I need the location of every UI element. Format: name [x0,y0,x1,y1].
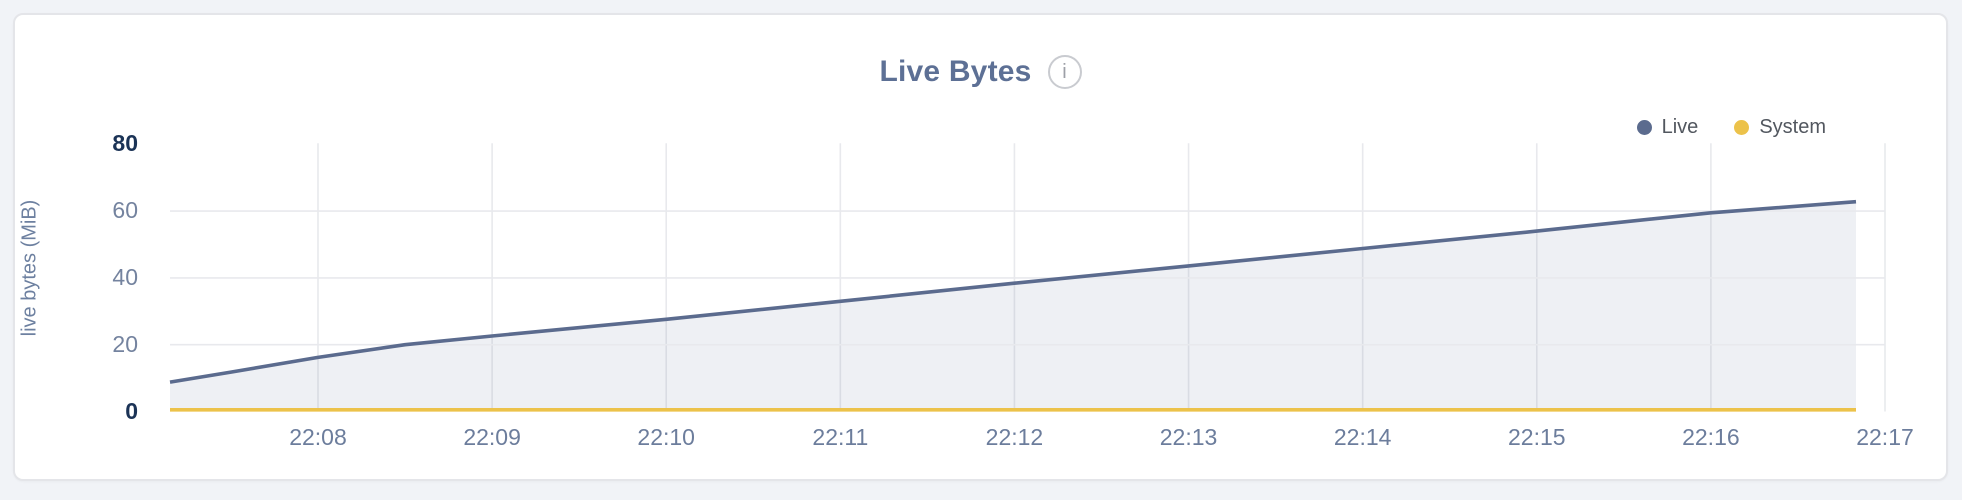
x-tick-label: 22:12 [985,424,1044,450]
series-line-live [169,199,1857,384]
legend-item-system[interactable]: System [1734,116,1826,139]
y-tick-label: 80 [112,130,138,157]
y-tick-label: 40 [112,263,138,290]
y-tick-label: 20 [112,330,138,357]
y-tick-label: 0 [125,397,138,424]
legend-dot-live [1636,120,1652,135]
legend-label: Live [1661,116,1699,138]
x-tick-label: 22:08 [289,424,347,450]
series-area-live [170,201,1856,412]
y-tick-label: 60 [112,197,138,224]
x-tick-label: 22:11 [812,424,869,450]
x-tick-label: 22:09 [463,424,521,450]
x-tick-label: 22:10 [637,424,695,450]
x-tick-label: 22:16 [1682,424,1740,450]
x-tick-label: 22:14 [1333,424,1392,450]
legend-label: System [1759,116,1826,138]
legend-item-live[interactable]: Live [1636,116,1699,139]
x-tick-label: 22:13 [1159,424,1218,450]
x-tick-label: 22:15 [1507,424,1566,450]
legend-dot-system [1734,120,1750,135]
x-tick-label: 22:17 [1856,424,1914,450]
chart-legend: Live System [1636,116,1826,139]
info-icon[interactable]: i [1047,55,1082,89]
y-axis-title: live bytes (MiB) [18,199,41,337]
